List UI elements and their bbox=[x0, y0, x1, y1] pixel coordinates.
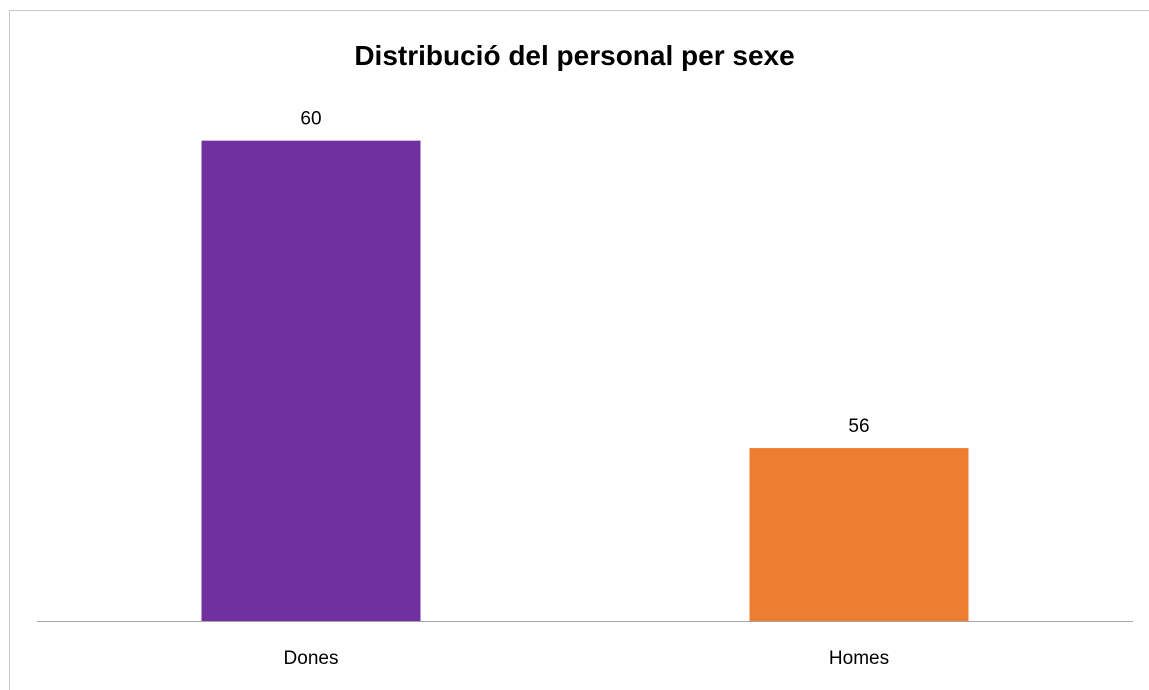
data-label-homes: 56 bbox=[848, 416, 869, 437]
x-tick-label-dones: Dones bbox=[284, 648, 339, 669]
bar-dones bbox=[201, 140, 421, 621]
chart-title: Distribució del personal per sexe bbox=[354, 40, 795, 71]
x-tick-label-homes: Homes bbox=[829, 648, 889, 669]
data-label-dones: 60 bbox=[300, 109, 321, 130]
bar-homes bbox=[749, 448, 969, 621]
